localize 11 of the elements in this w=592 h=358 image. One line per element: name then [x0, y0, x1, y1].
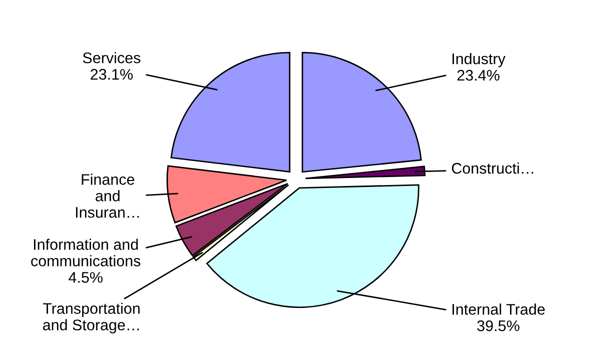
data-label: 23.4% — [457, 70, 500, 81]
slice-label: Finance and Insuran… — [76, 174, 139, 218]
data-label: 39.5% — [477, 320, 520, 332]
slice-label: Information and communications — [31, 238, 140, 266]
data-label: 23.1% — [90, 68, 133, 80]
slice-label: Transportation and Storage… — [42, 302, 140, 334]
data-label: 4.5% — [68, 272, 103, 283]
slice-label: Internal Trade — [452, 304, 545, 315]
slice-label: Constructi… — [452, 162, 534, 174]
slice-label: Services — [82, 52, 140, 64]
slice-label: Industry — [452, 53, 506, 68]
